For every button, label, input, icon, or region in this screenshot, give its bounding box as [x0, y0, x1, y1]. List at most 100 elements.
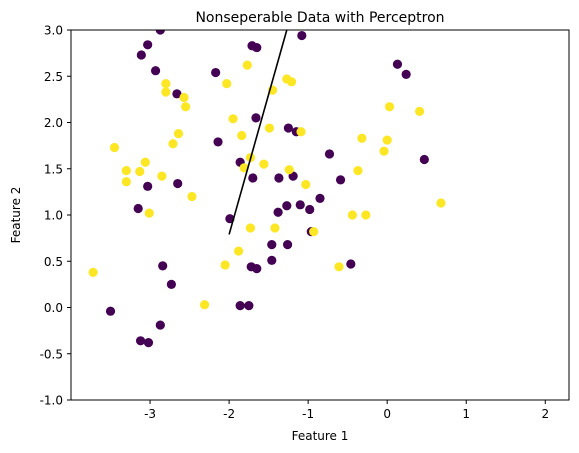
- x-tick-label: -3: [144, 407, 156, 421]
- scatter-point-class-0: [324, 149, 335, 159]
- scatter-point-class-0: [133, 203, 143, 214]
- scatter-point-class-1: [135, 166, 145, 177]
- scatter-point-class-1: [199, 300, 210, 310]
- scatter-point-class-0: [283, 123, 293, 133]
- scatter-point-class-1: [140, 157, 150, 167]
- scatter-point-class-1: [361, 210, 371, 220]
- scatter-point-class-0: [297, 30, 307, 41]
- scatter-point-class-1: [353, 166, 363, 176]
- scatter-point-class-1: [239, 163, 249, 173]
- y-tick-label: 0.0: [44, 301, 63, 315]
- scatter-point-class-0: [273, 207, 283, 217]
- scatter-point-class-0: [244, 301, 254, 311]
- scatter-point-class-0: [248, 173, 258, 183]
- scatter-point-class-1: [384, 102, 395, 112]
- scatter-point-class-1: [181, 102, 191, 112]
- scatter-point-class-1: [168, 139, 178, 149]
- scatter-point-class-1: [144, 208, 154, 218]
- scatter-point-class-0: [267, 240, 277, 250]
- scatter-series-class-0: [105, 30, 429, 348]
- scatter-point-class-1: [242, 60, 252, 70]
- scatter-point-class-1: [222, 79, 232, 89]
- y-tick-label: -0.5: [40, 347, 63, 361]
- scatter-point-class-0: [252, 42, 262, 53]
- scatter-point-class-0: [211, 67, 221, 78]
- scatter-point-class-1: [334, 262, 344, 272]
- scatter-point-class-1: [173, 129, 184, 139]
- y-tick-label: -1.0: [40, 394, 63, 408]
- scatter-point-class-0: [346, 259, 356, 269]
- x-axis-ticks: -3 -2 -1 0 1 2: [144, 400, 549, 421]
- scatter-point-class-1: [121, 177, 131, 187]
- scatter-point-class-0: [401, 69, 411, 79]
- y-axis-label: Feature 2: [9, 187, 23, 244]
- scatter-point-class-0: [135, 336, 146, 346]
- scatter-point-class-1: [436, 198, 446, 208]
- scatter-point-class-0: [143, 181, 153, 191]
- x-axis-label: Feature 1: [292, 429, 349, 443]
- scatter-point-class-1: [309, 227, 319, 237]
- scatter-point-class-1: [259, 159, 269, 169]
- scatter-point-class-0: [143, 338, 154, 348]
- y-tick-label: 1.5: [44, 162, 63, 176]
- scatter-point-class-0: [282, 201, 292, 211]
- scatter-point-class-0: [173, 178, 183, 189]
- x-tick-label: -2: [223, 407, 235, 421]
- scatter-point-class-0: [392, 59, 403, 69]
- scatter-point-class-0: [295, 200, 305, 210]
- y-tick-label: 2.0: [44, 116, 63, 130]
- scatter-point-class-0: [155, 320, 165, 330]
- scatter-point-class-1: [121, 166, 131, 176]
- scatter-point-class-1: [286, 77, 297, 87]
- scatter-point-class-0: [158, 261, 168, 271]
- scatter-point-class-1: [161, 79, 171, 89]
- scatter-point-class-0: [213, 137, 223, 147]
- scatter-point-class-1: [382, 135, 392, 145]
- scatter-point-class-0: [335, 175, 346, 185]
- scatter-point-class-1: [157, 171, 167, 181]
- scatter-point-class-0: [252, 264, 262, 274]
- scatter-point-class-1: [296, 127, 306, 137]
- scatter-point-class-1: [357, 133, 367, 143]
- y-tick-label: 3.0: [44, 24, 63, 38]
- scatter-point-class-0: [166, 279, 176, 289]
- scatter-point-class-1: [233, 246, 244, 256]
- scatter-point-class-1: [88, 267, 98, 277]
- scatter-point-class-0: [274, 173, 284, 183]
- scatter-point-class-0: [315, 193, 325, 203]
- x-tick-label: -1: [302, 407, 314, 421]
- scatter-point-class-1: [270, 223, 280, 233]
- x-tick-label: 0: [383, 407, 391, 421]
- scatter-series-class-1: [88, 60, 446, 310]
- plot-content: [88, 30, 446, 348]
- x-tick-label: 2: [541, 407, 549, 421]
- scatter-point-class-0: [172, 89, 182, 99]
- scatter-point-class-1: [237, 130, 247, 141]
- scatter-point-class-1: [179, 92, 189, 103]
- scatter-point-class-1: [109, 142, 120, 153]
- scatter-point-class-1: [301, 179, 311, 190]
- y-tick-label: 2.5: [44, 70, 63, 84]
- scatter-point-class-0: [267, 255, 277, 265]
- scatter-point-class-1: [347, 210, 358, 220]
- scatter-point-class-1: [264, 123, 275, 133]
- scatter-point-class-1: [187, 191, 197, 202]
- scatter-point-class-1: [245, 223, 256, 233]
- y-axis-ticks: -1.0 -0.5 0.0 0.5 1.0 1.5 2.0 2.5 3.0: [40, 24, 71, 408]
- x-tick-label: 1: [462, 407, 470, 421]
- scatter-point-class-1: [284, 165, 294, 175]
- scatter-point-class-1: [161, 87, 171, 97]
- scatter-point-class-1: [415, 106, 425, 116]
- scatter-point-class-1: [379, 146, 389, 156]
- y-tick-label: 0.5: [44, 255, 63, 269]
- scatter-point-class-0: [305, 204, 315, 215]
- scatter-point-class-0: [143, 40, 153, 50]
- scatter-point-class-0: [419, 154, 429, 165]
- chart-title: Nonseperable Data with Perceptron: [195, 10, 444, 26]
- scatter-point-class-0: [136, 50, 146, 60]
- scatter-point-class-1: [220, 260, 230, 270]
- scatter-point-class-0: [235, 301, 245, 311]
- scatter-point-class-0: [155, 30, 165, 35]
